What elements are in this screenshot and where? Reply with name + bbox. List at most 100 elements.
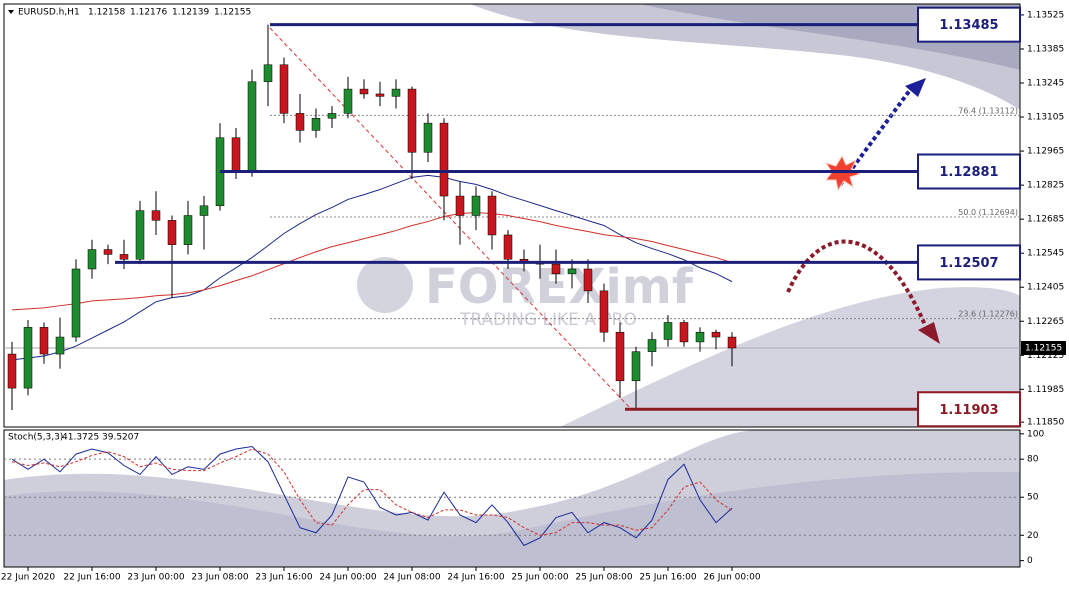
x-tick-label: 24 Jun 16:00: [447, 573, 504, 583]
candle-body: [663, 322, 673, 340]
y-tick-label: 1.11850: [1027, 418, 1064, 428]
candle-body: [87, 249, 97, 270]
level-label: 1.13485: [939, 18, 998, 33]
arrow-down: [786, 239, 927, 326]
candle-body: [231, 137, 241, 172]
symbol: EURUSD.h,H1: [18, 8, 80, 18]
fib-price: 1.13112: [982, 106, 1015, 115]
x-tick-label: 25 Jun 08:00: [575, 573, 632, 583]
current-price-label: 1.12155: [1025, 343, 1062, 353]
candle-body: [599, 290, 609, 333]
stoch-readout: 41.3725: [62, 433, 99, 443]
header-value: 1.12139: [172, 8, 209, 18]
y-tick-label: 1.13245: [1027, 79, 1064, 89]
fib-label: 76.4 (1.13112): [958, 106, 1018, 115]
fib-level: 76.4: [958, 106, 976, 115]
moving-average: [11, 212, 733, 311]
candle-body: [551, 263, 561, 275]
candle-body: [135, 210, 145, 260]
candle-body: [279, 64, 289, 114]
candle-body: [39, 327, 49, 355]
y-tick-label: 0: [1027, 556, 1033, 566]
y-tick-label: 80: [1027, 455, 1039, 465]
candle-body: [23, 327, 33, 389]
fib-sep: ): [1015, 309, 1018, 318]
arrowhead: [905, 78, 926, 97]
x-tick-label: 24 Jun 08:00: [383, 573, 440, 583]
watermark-logo: [357, 257, 413, 313]
x-tick-label: 26 Jun 00:00: [703, 573, 760, 583]
candle-body: [327, 113, 337, 119]
x-tick-label: 25 Jun 16:00: [639, 573, 696, 583]
y-tick-label: 1.13385: [1027, 44, 1064, 54]
candle-body: [247, 81, 257, 172]
candle-body: [391, 88, 401, 97]
candle-body: [583, 268, 593, 292]
header-value: 1.12176: [130, 8, 167, 18]
fib-price: 1.12276: [982, 309, 1015, 318]
fib-level: 50.0: [958, 207, 976, 216]
fib-sep: ): [1015, 106, 1018, 115]
candle-body: [199, 205, 209, 216]
candle-body: [343, 88, 353, 114]
candle-body: [375, 93, 385, 97]
candle-body: [167, 220, 177, 245]
candle-body: [695, 331, 705, 343]
level-label: 1.12881: [939, 165, 998, 180]
fib-sep: (: [976, 207, 982, 216]
arrow-up: [838, 88, 912, 187]
level-box: [917, 6, 1021, 43]
y-tick-label: 1.12125: [1027, 351, 1064, 361]
candle-body: [567, 268, 577, 275]
y-tick-label: 1.12265: [1027, 317, 1064, 327]
watermark-tagline: TRADING LIKE A PRO: [459, 310, 637, 330]
candle-body: [295, 113, 305, 131]
current-price-box: [1021, 340, 1066, 355]
candle-body: [455, 195, 465, 216]
candle-body: [407, 88, 417, 153]
breakout-burst: [824, 154, 862, 192]
menu-triangle: [8, 10, 14, 14]
level-label: 1.11903: [939, 403, 998, 418]
x-tick-label: 22 Jun 2020: [1, 573, 55, 583]
x-tick-label: 24 Jun 00:00: [319, 573, 376, 583]
candle-body: [119, 254, 129, 260]
candle-body: [311, 118, 321, 131]
fib-sep: (: [976, 309, 982, 318]
header-value: 1.12158: [88, 8, 125, 18]
level-box: [917, 391, 1021, 428]
fib-sep: ): [1015, 207, 1018, 216]
fib-trendline: [269, 27, 631, 409]
moving-average: [11, 174, 733, 361]
x-tick-label: 22 Jun 16:00: [63, 573, 120, 583]
y-tick-label: 1.13525: [1027, 10, 1064, 20]
header-value: 1.12155: [214, 8, 251, 18]
candle-body: [711, 331, 721, 338]
x-tick-label: 25 Jun 00:00: [511, 573, 568, 583]
candle-body: [183, 215, 193, 245]
candle-body: [263, 64, 273, 83]
level-box: [917, 153, 1021, 190]
stoch-line: [11, 448, 733, 536]
candle-body: [679, 322, 689, 343]
candle-body: [615, 331, 625, 382]
candle-body: [471, 195, 481, 216]
candle-body: [503, 234, 513, 260]
candle-body: [423, 122, 433, 153]
y-tick-label: 100: [1027, 429, 1044, 439]
candle-body: [727, 336, 737, 349]
y-tick-label: 50: [1027, 493, 1039, 503]
candle-body: [647, 339, 657, 352]
fib-price: 1.12694: [982, 207, 1015, 216]
y-tick-label: 1.12685: [1027, 215, 1064, 225]
candle-body: [487, 195, 497, 236]
candle-body: [7, 353, 17, 389]
bg-shape: [560, 287, 1020, 427]
candle-body: [71, 268, 81, 338]
y-tick-label: 1.12965: [1027, 147, 1064, 157]
candle-body: [151, 210, 161, 221]
y-tick-label: 1.12405: [1027, 283, 1064, 293]
bg-shape: [4, 471, 1020, 567]
x-tick-label: 23 Jun 16:00: [255, 573, 312, 583]
